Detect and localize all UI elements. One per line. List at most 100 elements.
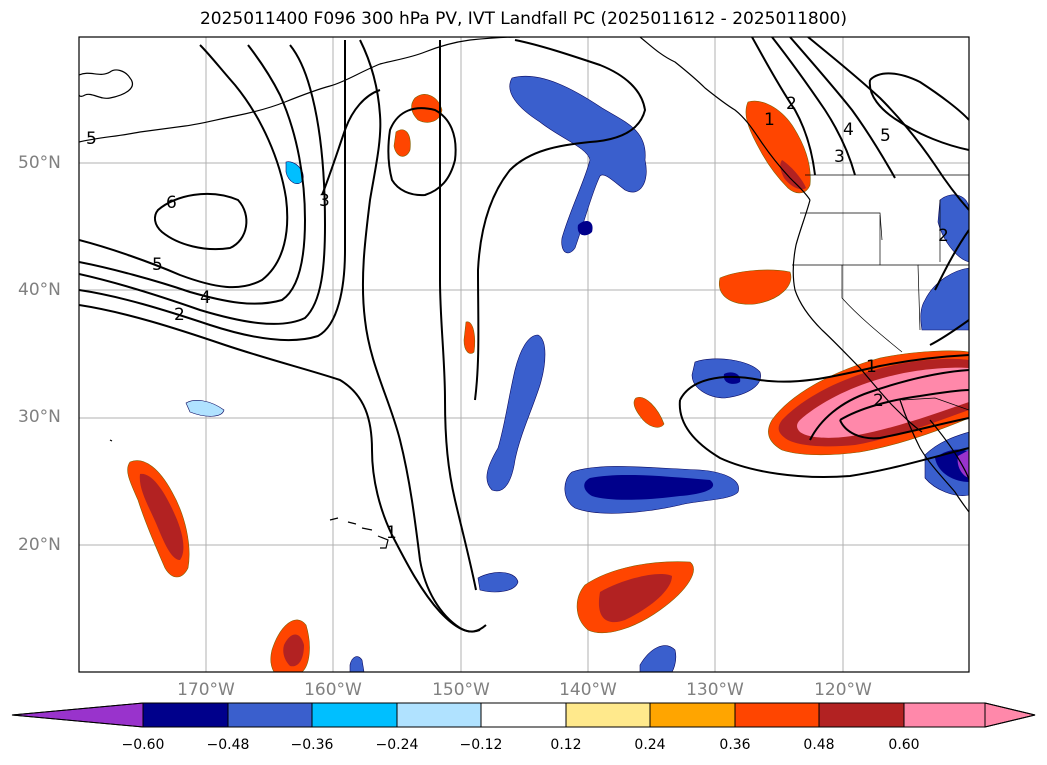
contour-label: 3 [834, 147, 845, 167]
contour-4b [79, 44, 327, 325]
colorbar [11, 702, 1036, 728]
negative-pv-shading [185, 75, 969, 672]
pv-blob-25n-137w-core [584, 474, 714, 500]
coast-baja [899, 399, 969, 513]
contour-labels: 6 5 4 2 3 1 1 2 2 3 4 5 1 2 5 [86, 94, 949, 543]
pv-blob-33n-129w-core [723, 372, 741, 384]
contour-1-east [679, 354, 969, 441]
border-us-mexico [901, 397, 969, 411]
coast-alaska-west [79, 69, 133, 99]
colorbar-swatch [396, 702, 482, 728]
coast-alaska-south [329, 37, 521, 87]
colorbar-tick-label: −0.12 [459, 737, 503, 753]
contour-label: 6 [166, 193, 177, 213]
pv-blob-47n-125w [745, 100, 811, 194]
pv-blob-12n-158w [349, 656, 365, 672]
coast-alaska-peninsula [79, 85, 331, 143]
map-frame [78, 36, 970, 673]
coastlines [79, 37, 969, 549]
pv-blob-45n-115w [937, 194, 969, 263]
colorbar-tick-label: 0.36 [719, 737, 751, 753]
pv-blob-27n-113w-min [957, 450, 969, 478]
colorbar-swatch [565, 702, 651, 728]
contour-label: 5 [152, 255, 163, 275]
colorbar-outline [11, 702, 1036, 728]
map-title: 2025011400 F096 300 hPa PV, IVT Landfall… [199, 9, 847, 29]
coast-gulf-california [929, 419, 969, 481]
contour-label: 5 [86, 129, 97, 149]
pv-blob-gulf-alaska-core [577, 220, 593, 236]
lon-label: 160°W [304, 680, 362, 700]
contour-eastern-2 [751, 37, 816, 176]
contour-eastern-5-loop [868, 72, 969, 151]
colorbar-tick-label: 0.12 [550, 737, 582, 753]
contour-5 [79, 44, 289, 289]
lon-label: 140°W [559, 680, 617, 700]
contour-1-trough [438, 40, 477, 591]
colorbar-swatch [142, 702, 229, 728]
colorbar-swatch [649, 702, 736, 728]
contour-1-loop [678, 399, 969, 479]
pv-blob-31n-134w [633, 397, 665, 428]
contour-label: 2 [938, 226, 949, 246]
pv-blob-16n-138w-core [598, 573, 672, 623]
pv-blob-12n-163w-core [283, 634, 304, 667]
contour-label: 2 [174, 305, 185, 325]
pv-blob-12n-132w [639, 645, 677, 672]
colorbar-swatch [311, 702, 398, 728]
colorbar-tick-label: 0.24 [634, 737, 666, 753]
pv-blob-30n-145w [486, 334, 546, 492]
border-or-ca [792, 264, 921, 331]
lat-label: 40°N [18, 280, 61, 300]
coast-bc-alaska-panhandle [639, 37, 811, 201]
lon-label: 170°W [177, 680, 235, 700]
contour-eastern-3 [771, 37, 856, 176]
contour-label: 4 [200, 288, 211, 308]
contour-6 [153, 193, 248, 251]
colorbar-tick-label: 0.60 [888, 737, 920, 753]
colorbar-tick-label: 0.48 [803, 737, 835, 753]
contour-2-east [839, 389, 969, 440]
colorbar-swatch [227, 702, 313, 728]
contour-label: 5 [880, 126, 891, 146]
contour-1-main [359, 39, 487, 633]
pv-blob-37n-151w [463, 321, 476, 354]
pv-blob-38n-115w [920, 267, 969, 331]
contour-label: 1 [866, 357, 877, 377]
border-ca-nv [841, 265, 903, 353]
border-wa-or [800, 212, 883, 241]
contour-2 [79, 40, 347, 341]
contour-eastern-4 [789, 37, 896, 179]
pv-blob-40n-129w [719, 269, 792, 305]
colorbar-swatch [903, 702, 986, 728]
contour-label: 2 [786, 94, 797, 114]
colorbar-swatch [734, 702, 820, 728]
contour-label: 4 [843, 120, 854, 140]
lon-label: 130°W [686, 680, 744, 700]
pv-blob-50n-155w [393, 129, 411, 157]
pc-contours [79, 37, 969, 633]
lon-label: 120°W [814, 680, 872, 700]
pv-blob-17n-147w [477, 572, 519, 593]
pv-blob-gulf-alaska [509, 75, 647, 254]
colorbar-swatch [818, 702, 905, 728]
contour-1-ridge [387, 107, 457, 197]
contour-1b [474, 39, 647, 401]
colorbar-swatch-min [11, 702, 144, 728]
pv-blob-47n-125w-core [780, 160, 806, 190]
colorbar-tick-label: −0.24 [375, 737, 419, 753]
colorbar-tick-label: −0.60 [121, 737, 165, 753]
pv-blob-30n-170w [185, 400, 225, 417]
contour-eastern-low [929, 229, 969, 346]
colorbar-swatch [480, 702, 567, 728]
border-east [918, 200, 969, 266]
colorbar-tick-label: −0.48 [206, 737, 250, 753]
contour-label: 3 [319, 191, 330, 211]
contour-label: 1 [764, 110, 775, 130]
contour-label: 2 [873, 391, 884, 411]
contour-3 [321, 89, 381, 196]
lon-label: 150°W [432, 680, 490, 700]
contour-label: 1 [386, 523, 397, 543]
colorbar-tick-label: −0.36 [290, 737, 334, 753]
